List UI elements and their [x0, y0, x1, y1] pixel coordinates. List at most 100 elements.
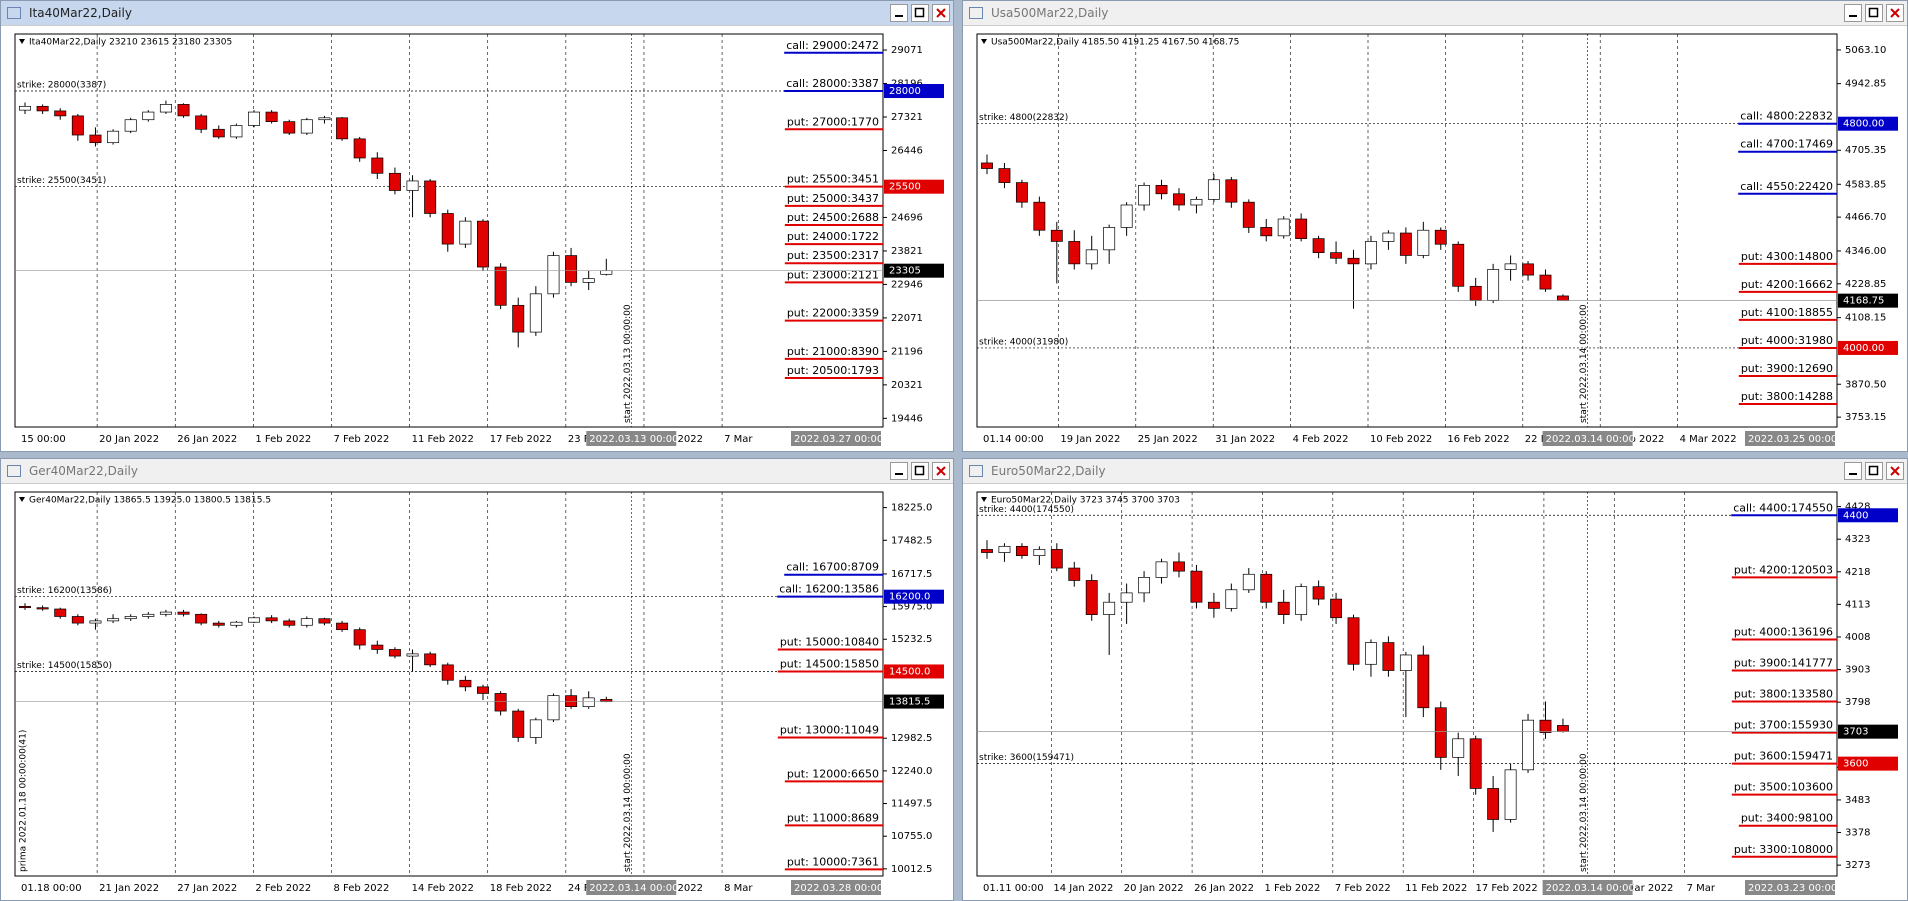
- maximize-button[interactable]: [911, 4, 929, 22]
- date-mark: 2022.03.13 00:00: [589, 434, 678, 445]
- candle-body: [1015, 545, 1028, 556]
- close-button[interactable]: [1886, 4, 1904, 22]
- candle-body: [1015, 182, 1028, 203]
- date-label: 31 Jan 2022: [1215, 434, 1275, 445]
- candle-body: [981, 549, 993, 553]
- plot-frame: [976, 33, 1838, 428]
- option-label: call: 16700:8709: [786, 561, 879, 574]
- window-icon: [969, 7, 983, 19]
- vertical-label: start 2022.03.13 00:00:00: [623, 304, 633, 423]
- date-label: 2 Feb 2022: [255, 883, 311, 894]
- date-label: 16 Feb 2022: [1447, 434, 1509, 445]
- minimize-button[interactable]: [890, 462, 908, 480]
- date-label: 8 Mar: [724, 883, 753, 894]
- candle-body: [142, 111, 155, 121]
- date-label: 21 Jan 2022: [99, 883, 159, 894]
- option-label: put: 20500:1793: [787, 364, 879, 377]
- date-label: 26 Jan 2022: [1194, 883, 1254, 894]
- glyph: [1849, 473, 1857, 475]
- candle-body: [1539, 274, 1552, 290]
- candle-body: [1557, 725, 1569, 733]
- date-label: 11 Feb 2022: [1405, 883, 1467, 894]
- strike-label: strike: 4000(31980): [979, 337, 1068, 347]
- minimize-button[interactable]: [890, 4, 908, 22]
- date-label: 10 Feb 2022: [1370, 434, 1432, 445]
- candle-body: [1434, 229, 1447, 245]
- option-label: put: 3400:98100: [1741, 812, 1833, 825]
- y-tick-label: 4583.85: [1845, 179, 1886, 190]
- date-label: 7 Mar: [724, 434, 753, 445]
- vertical-label: start 2022.03.14 00:00:00: [1579, 753, 1589, 872]
- candle-body: [582, 278, 595, 283]
- candle-body: [230, 621, 243, 626]
- glyph: [1890, 466, 1900, 476]
- candle-body: [336, 622, 349, 631]
- minimize-button[interactable]: [1844, 4, 1862, 22]
- header-arrow: [981, 39, 987, 44]
- date-label: 1 Mar 2022: [1616, 883, 1673, 894]
- header-arrow: [981, 497, 987, 502]
- strike-label: strike: 3600(159471): [979, 753, 1074, 763]
- close-button[interactable]: [932, 4, 950, 22]
- option-label: put: 4200:16662: [1741, 278, 1833, 291]
- maximize-button[interactable]: [1865, 462, 1883, 480]
- candle-body: [600, 270, 613, 275]
- date-mark-box: [1745, 431, 1835, 446]
- plot-frame: [14, 491, 884, 877]
- date-label: 01.11 00:00: [983, 883, 1044, 894]
- strike-label: strike: 4800(22832): [979, 113, 1068, 123]
- close-button[interactable]: [1886, 462, 1904, 480]
- maximize-button[interactable]: [911, 462, 929, 480]
- candle-body: [212, 622, 225, 626]
- option-label: call: 16200:13586: [779, 583, 879, 596]
- chart-window: Usa500Mar22,Daily Usa500Mar22,Daily 4185.…: [962, 0, 1908, 452]
- option-label: put: 4000:136196: [1734, 625, 1833, 638]
- option-label: call: 4550:22420: [1740, 180, 1833, 193]
- y-tick-label: 3273: [1845, 860, 1870, 871]
- date-mark: 2022.03.23 00:00: [1748, 883, 1837, 894]
- glyph: [1849, 15, 1857, 17]
- glyph: [1868, 7, 1879, 18]
- date-mark-box: [586, 431, 677, 446]
- candle-body: [1312, 586, 1325, 600]
- symbol-header: Ger40Mar22,Daily 13865.5 13925.0 13800.5…: [29, 496, 271, 506]
- date-label: 20 Jan 2022: [1124, 883, 1184, 894]
- date-label: 19 Jan 2022: [1060, 434, 1120, 445]
- y-tick-label: 4228.85: [1845, 279, 1886, 290]
- candle-body: [406, 653, 419, 657]
- y-tick-label: 4113: [1845, 599, 1870, 610]
- chart: Euro50Mar22,Daily 3723 3745 3700 3703 01.…: [976, 491, 1898, 895]
- date-label: 26 Jan 2022: [177, 434, 237, 445]
- y-tick-label: 22946: [891, 279, 923, 290]
- maximize-button[interactable]: [1865, 4, 1883, 22]
- candle-body: [107, 618, 120, 622]
- y-tick-label: 4218: [1845, 567, 1870, 578]
- candle-body: [1487, 788, 1500, 820]
- option-label: put: 25500:3451: [787, 173, 879, 186]
- candle-body: [1487, 269, 1500, 301]
- vertical-label: start 2022.03.14 00:00:00: [1579, 304, 1589, 423]
- candle-body: [336, 117, 349, 140]
- date-label: 20 Jan 2022: [99, 434, 159, 445]
- maximize-button-icon: [914, 465, 925, 476]
- y-tick-label: 15975.0: [891, 602, 932, 613]
- vertical-label: prima 2022.01.18 00:00:00(41): [19, 730, 29, 872]
- option-label: put: 22000:3359: [787, 307, 879, 320]
- candle-body: [494, 693, 507, 712]
- candle-body: [1399, 232, 1412, 256]
- candle-body: [107, 130, 120, 144]
- y-tick-label: 3903: [1845, 665, 1870, 676]
- plot-frame: [976, 491, 1838, 877]
- y-tick-label: 4942.85: [1845, 79, 1886, 90]
- chart: Ita40Mar22,Daily 23210 23615 23180 23305…: [14, 33, 944, 446]
- minimize-button[interactable]: [1844, 462, 1862, 480]
- close-button[interactable]: [932, 462, 950, 480]
- glyph: [936, 8, 946, 18]
- option-label: call: 4800:22832: [1740, 110, 1833, 123]
- y-tick-label: 4428: [1845, 502, 1870, 513]
- option-label: put: 13000:11049: [780, 723, 879, 736]
- y-tick-label: 19446: [891, 413, 923, 424]
- candle-body: [1295, 586, 1308, 615]
- header-arrow: [19, 39, 25, 44]
